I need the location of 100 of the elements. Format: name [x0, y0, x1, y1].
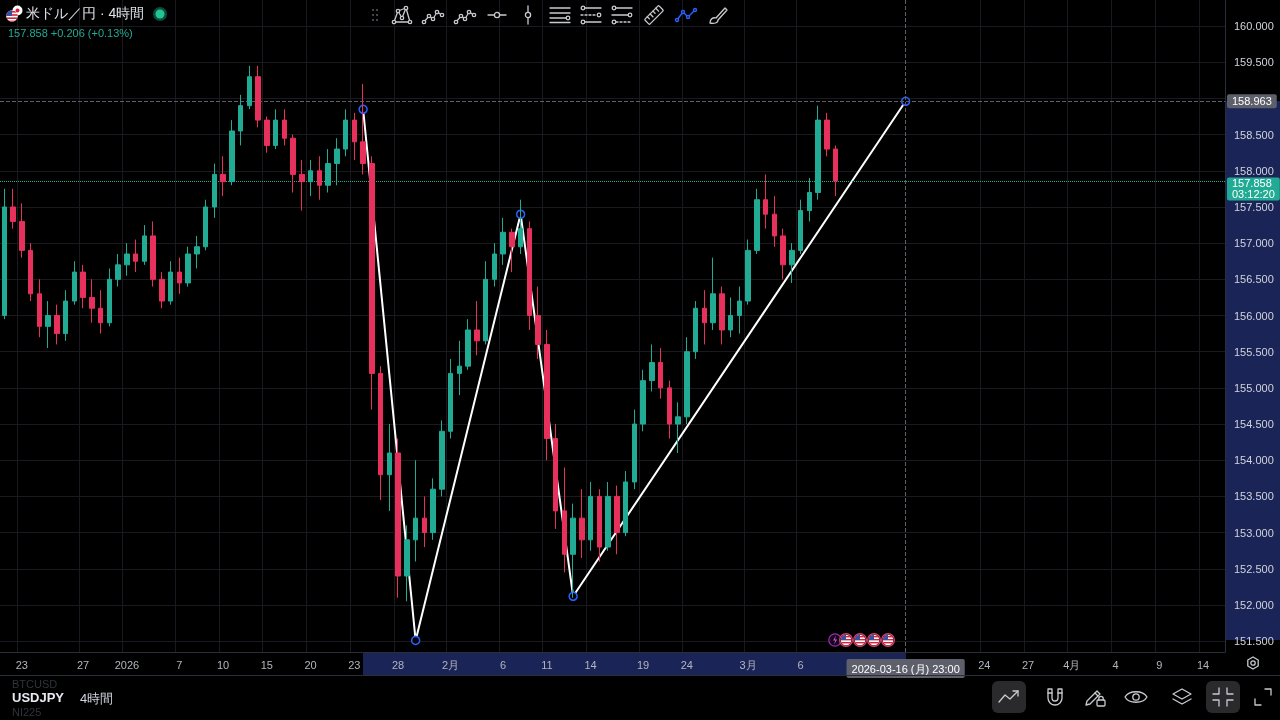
candlestick	[684, 336, 690, 425]
candlestick	[763, 173, 768, 230]
x-tick-label: 2026-03-16 (月) 23:00	[851, 662, 960, 675]
candlestick	[115, 253, 121, 288]
y-tick-label: 155.000	[1234, 381, 1274, 394]
candlestick	[798, 199, 803, 255]
candlestick	[220, 155, 226, 197]
y-tick-label: 158.000	[1234, 164, 1274, 177]
candlestick	[28, 242, 33, 302]
candlestick	[658, 347, 663, 400]
candlestick	[719, 286, 725, 345]
candlestick	[483, 260, 488, 345]
candlestick	[413, 459, 418, 563]
candlestick	[824, 112, 830, 157]
candlestick	[588, 481, 593, 552]
x-tick-label: 15	[260, 658, 273, 671]
x-tick-label: 7	[176, 658, 183, 671]
y-tick-label: 159.500	[1234, 56, 1274, 69]
x-tick-label: 11	[541, 658, 553, 671]
x-tick-label: 14	[1197, 658, 1210, 671]
x-tick-label: 14	[584, 658, 597, 671]
candlestick	[605, 481, 611, 552]
x-tick-label: 19	[637, 658, 650, 671]
y-tick-label: 157.500	[1234, 200, 1274, 213]
candlestick	[299, 159, 305, 212]
candlestick	[430, 477, 436, 541]
candlestick	[387, 423, 392, 512]
candlestick	[142, 224, 147, 266]
candlestick	[133, 239, 138, 273]
text: NI225	[12, 706, 42, 718]
y-tick-label: 152.500	[1234, 562, 1274, 575]
x-tick-label: 2月	[442, 658, 460, 671]
x-tick-label: 6	[500, 658, 507, 671]
candlestick	[623, 470, 628, 537]
x-tick-label: 24	[680, 658, 693, 671]
y-tick-label: 152.000	[1234, 598, 1274, 611]
candlestick	[378, 365, 383, 501]
x-tick-label: 10	[217, 658, 230, 671]
candlestick	[98, 289, 103, 335]
x-tick-label: 27	[77, 658, 90, 671]
candlestick	[518, 199, 523, 255]
candlestick	[404, 524, 410, 602]
candlestick	[264, 116, 270, 154]
x-tick-label: 23	[348, 658, 361, 671]
candlestick	[579, 488, 585, 559]
candlestick	[247, 65, 252, 110]
candlestick	[54, 304, 60, 345]
candlestick	[457, 340, 462, 396]
candlestick	[789, 242, 795, 284]
candlestick	[492, 242, 497, 288]
candlestick	[89, 278, 95, 324]
candlestick	[352, 112, 357, 161]
candlestick	[37, 278, 42, 338]
candlestick	[273, 108, 278, 150]
x-tick-label: 4	[1112, 658, 1119, 671]
x-tick-label: 2026	[114, 658, 140, 671]
candlestick	[649, 343, 655, 392]
candlestick	[150, 220, 156, 288]
x-tick-label: 4月	[1063, 658, 1081, 671]
candlestick	[562, 466, 567, 573]
candlestick	[255, 65, 261, 128]
candlestick	[553, 423, 558, 530]
y-tick-label: 153.500	[1234, 490, 1274, 503]
y-tick-label: 157.000	[1234, 237, 1274, 250]
candlestick	[535, 286, 541, 360]
text: BTCUSD	[12, 678, 58, 690]
candlestick	[614, 485, 620, 555]
ref-line-label: 158.963	[1232, 95, 1272, 108]
candlestick	[343, 108, 348, 157]
candlestick	[168, 260, 173, 306]
candlestick	[632, 409, 637, 490]
ref-line-label: 157.858 03:12:20	[1232, 177, 1275, 201]
text: 4時間	[80, 690, 114, 708]
candlestick	[80, 264, 86, 309]
candlestick	[238, 94, 243, 146]
candlestick	[282, 108, 287, 146]
candlestick	[772, 195, 777, 248]
x-tick-label: 23	[15, 658, 28, 671]
candlestick	[10, 188, 16, 230]
candlestick	[509, 228, 515, 273]
candlestick	[124, 242, 130, 277]
candlestick	[72, 260, 77, 306]
candlestick	[780, 228, 786, 280]
candlestick	[422, 495, 427, 548]
candlestick	[465, 318, 471, 371]
candlestick	[177, 257, 182, 295]
candlestick	[667, 380, 672, 440]
text: USDJPY	[12, 690, 65, 705]
x-tick-label: 24	[978, 658, 991, 671]
candlestick	[474, 300, 480, 356]
candlestick	[745, 239, 751, 306]
x-tick-label: 20	[304, 658, 317, 671]
candlestick	[45, 300, 51, 349]
x-tick-label: 6	[797, 658, 804, 671]
candlestick	[702, 289, 707, 345]
text: 157.858 +0.206 (+0.13%)	[8, 27, 133, 39]
candlestick	[159, 271, 165, 309]
candlestick	[19, 202, 25, 259]
candlestick	[597, 488, 602, 563]
candlestick	[194, 235, 200, 269]
